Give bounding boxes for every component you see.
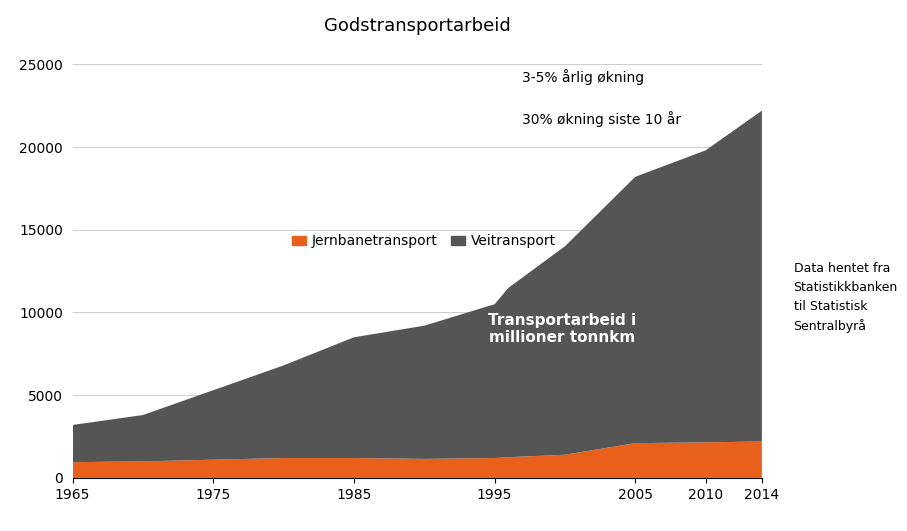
Title: Godstransportarbeid: Godstransportarbeid — [324, 17, 511, 35]
Text: Transportarbeid i
millioner tonnkm: Transportarbeid i millioner tonnkm — [488, 313, 637, 346]
Text: 30% økning siste 10 år: 30% økning siste 10 år — [522, 112, 680, 127]
Text: Data hentet fra
Statistikkbanken
til Statistisk
Sentralbyrå: Data hentet fra Statistikkbanken til Sta… — [794, 262, 898, 333]
Legend: Jernbanetransport, Veitransport: Jernbanetransport, Veitransport — [287, 229, 561, 254]
Text: 3-5% årlig økning: 3-5% årlig økning — [522, 69, 644, 85]
